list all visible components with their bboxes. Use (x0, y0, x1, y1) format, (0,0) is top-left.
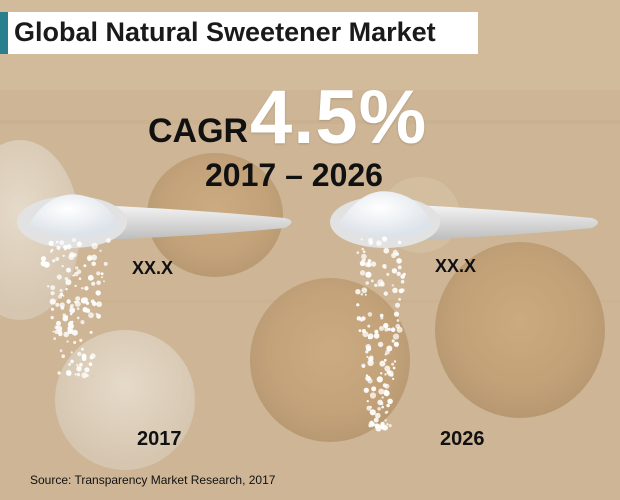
value-label-2026: XX.X (435, 256, 477, 276)
cagr-label: CAGR (148, 112, 249, 150)
spoon-right (330, 191, 598, 248)
year-label-2026: 2026 (440, 428, 485, 450)
title-accent-bar (0, 12, 8, 54)
spoon-left (17, 194, 292, 248)
source-note: Source: Transparency Market Research, 20… (30, 473, 276, 487)
cagr-value: 4.5% (250, 75, 428, 160)
value-label-2017: XX.X (132, 258, 174, 278)
sugar-grains-left (40, 238, 111, 379)
page-title: Global Natural Sweetener Market (14, 17, 436, 47)
year-label-2017: 2017 (137, 428, 182, 450)
sugar-grains-right (355, 236, 406, 432)
title-bar: Global Natural Sweetener Market (0, 12, 478, 54)
forecast-period: 2017 – 2026 (205, 157, 383, 193)
